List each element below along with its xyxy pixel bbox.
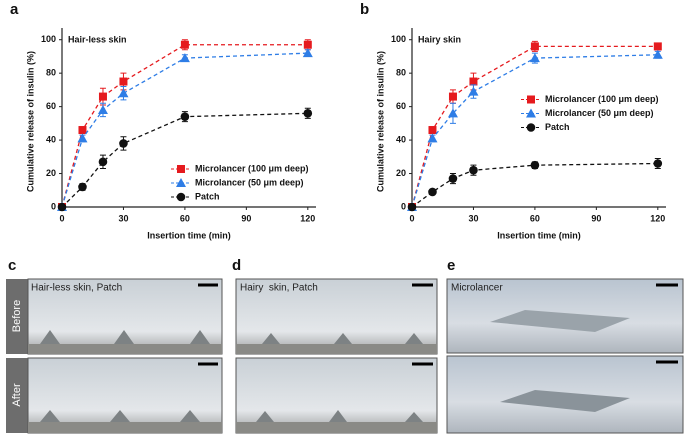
marker [303, 109, 313, 118]
scale-bars [198, 283, 678, 366]
skin [28, 422, 222, 433]
marker [176, 192, 186, 202]
marker [177, 165, 185, 173]
marker [179, 53, 190, 63]
panel-letter: b [360, 1, 369, 18]
marker [526, 123, 536, 132]
marker [469, 77, 478, 86]
marker [119, 77, 128, 86]
marker [407, 202, 417, 212]
panel-letter: a [10, 1, 19, 18]
legend-label: Patch [545, 122, 570, 132]
row-label: After [11, 383, 23, 407]
x-tick-label: 30 [468, 213, 478, 223]
series-line [61, 44, 308, 208]
x-tick-label: 90 [591, 213, 601, 223]
marker [653, 42, 662, 51]
legend-label: Microlancer (100 μm deep) [545, 94, 659, 104]
marker [180, 112, 190, 121]
y-tick-label: 40 [46, 134, 56, 144]
skin [236, 422, 437, 433]
legend-label: Microlancer (100 μm deep) [195, 163, 309, 173]
x-axis-label: Insertion time (min) [497, 230, 581, 240]
marker [57, 202, 67, 212]
marker [530, 160, 540, 170]
marker [428, 187, 437, 197]
skin [28, 344, 222, 354]
marker [469, 165, 478, 175]
marker [529, 53, 540, 63]
series-line [61, 52, 308, 208]
row-label: Before [11, 300, 23, 332]
legend-label: Patch [195, 191, 220, 201]
x-tick-label: 0 [59, 213, 64, 223]
y-tick-label: 20 [396, 168, 406, 178]
marker [98, 92, 107, 101]
marker [530, 42, 539, 51]
marker [78, 182, 87, 192]
row-strip [6, 358, 28, 433]
marker [428, 126, 437, 135]
series-line [411, 45, 658, 208]
x-tick-label: 60 [530, 213, 540, 223]
marker [447, 108, 458, 118]
panel-letter: e [447, 257, 455, 274]
y-tick-label: 40 [396, 134, 406, 144]
photo [446, 278, 684, 354]
chart-title: Hair-less skin [68, 34, 127, 44]
needles [40, 310, 630, 422]
marker [119, 139, 128, 148]
y-tick-label: 100 [41, 34, 56, 44]
marker [526, 108, 536, 118]
y-axis-label: Cumulative release of insulin (%) [25, 51, 35, 192]
photo-caption: Microlancer [451, 283, 503, 294]
marker [652, 49, 663, 59]
y-tick-label: 60 [396, 101, 406, 111]
y-tick-label: 0 [51, 201, 56, 211]
marker [78, 126, 87, 135]
marker [98, 157, 108, 167]
x-tick-label: 30 [118, 213, 128, 223]
marker [468, 86, 479, 96]
y-tick-label: 80 [396, 68, 406, 78]
series-line [61, 112, 308, 208]
x-tick-label: 0 [409, 213, 414, 223]
chart-title: Hairy skin [418, 34, 461, 44]
marker [97, 104, 108, 114]
photo-area: c d e Before After Hair-less skin, Pa [6, 257, 684, 434]
y-tick-label: 20 [46, 168, 56, 178]
marker [527, 95, 535, 104]
row-strip [6, 279, 28, 354]
x-tick-label: 60 [180, 213, 190, 223]
marker [302, 48, 313, 58]
y-tick-label: 80 [46, 68, 56, 78]
series-line [411, 54, 658, 208]
marker [653, 159, 663, 168]
marker [77, 133, 88, 143]
photo-caption: Hair-less skin, Patch [31, 283, 122, 294]
legend-label: Microlancer (50 μm deep) [195, 177, 304, 187]
y-tick-label: 100 [391, 34, 406, 44]
skin [236, 344, 437, 354]
marker [448, 92, 457, 101]
photo-caption: Hairy skin, Patch [240, 283, 318, 294]
marker [118, 88, 129, 98]
y-axis-label: Cumulative release of insulin (%) [375, 51, 385, 192]
marker [303, 40, 312, 49]
panel-letter: d [232, 257, 241, 274]
panel-letter: c [8, 257, 16, 274]
series-line [411, 162, 658, 208]
x-tick-label: 90 [241, 213, 251, 223]
marker [448, 174, 458, 183]
marker [427, 133, 438, 143]
marker [180, 40, 189, 49]
y-tick-label: 0 [401, 201, 406, 211]
x-tick-label: 120 [300, 213, 315, 223]
x-tick-label: 120 [650, 213, 665, 223]
x-axis-label: Insertion time (min) [147, 230, 231, 240]
marker [176, 178, 186, 187]
y-tick-label: 60 [46, 101, 56, 111]
legend-label: Microlancer (50 μm deep) [545, 108, 654, 118]
